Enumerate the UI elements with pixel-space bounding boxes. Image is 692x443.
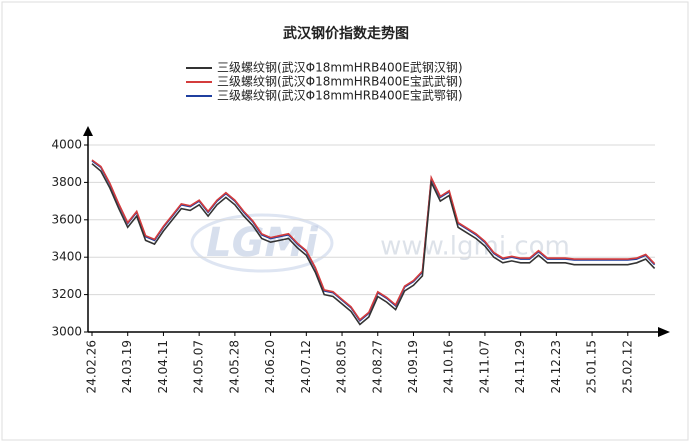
x-tick-label: 24.11.29 [513, 340, 527, 393]
x-tick-label: 24.12.23 [549, 340, 563, 393]
x-tick-label: 24.04.11 [156, 340, 170, 393]
y-tick-label: 3000 [51, 325, 82, 339]
legend-label: 三级螺纹钢(武汉Φ18mmHRB400E宝武武钢) [217, 75, 463, 89]
series-line [91, 159, 656, 321]
logo-ring [190, 213, 334, 273]
x-tick-label: 24.08.27 [370, 340, 384, 393]
x-tick-label: 24.07.12 [299, 340, 313, 393]
x-tick-label: 24.02.26 [85, 340, 99, 393]
x-tick-label: 24.10.16 [442, 340, 456, 393]
x-tick-label: 24.08.05 [335, 340, 349, 393]
y-axis-arrow [83, 126, 93, 136]
y-tick-label: 3600 [51, 212, 82, 226]
watermark-logo: LGMi [206, 220, 319, 266]
y-tick-label: 4000 [51, 138, 82, 152]
x-tick-label: 25.02.12 [620, 340, 634, 393]
legend-label: 三级螺纹钢(武汉Φ18mmHRB400E宝武鄂钢) [217, 89, 463, 103]
x-tick-label: 25.01.15 [585, 340, 599, 393]
x-tick-label: 24.03.19 [120, 340, 134, 393]
y-tick-label: 3200 [51, 287, 82, 301]
y-tick-label: 3400 [51, 250, 82, 264]
legend-label: 三级螺纹钢(武汉Φ18mmHRB400E武钢汉钢) [217, 61, 463, 75]
chart-title: 武汉钢价指数走势图 [283, 25, 409, 42]
x-tick-label: 24.06.20 [263, 340, 277, 393]
x-tick-label: 24.05.28 [227, 340, 241, 393]
series-line [91, 163, 656, 326]
x-tick-label: 24.11.07 [477, 340, 491, 393]
x-axis-arrow [658, 327, 670, 337]
y-tick-label: 3800 [51, 175, 82, 189]
x-tick-label: 24.05.07 [192, 340, 206, 393]
x-tick-label: 24.09.19 [406, 340, 420, 393]
